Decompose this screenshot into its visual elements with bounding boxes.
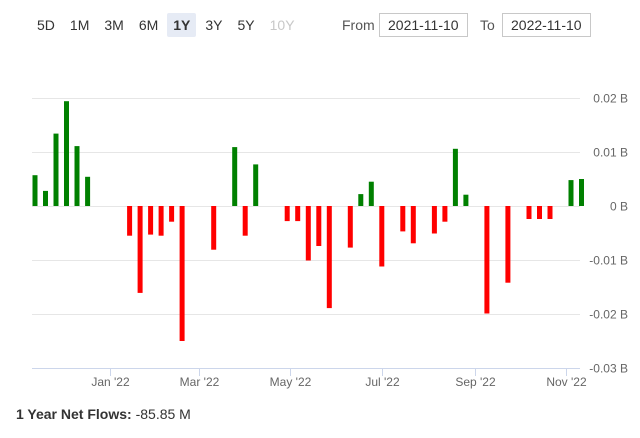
- range-button-5y[interactable]: 5Y: [237, 17, 255, 33]
- y-tick-label: -0.01 B: [589, 254, 628, 268]
- outflow-bar[interactable]: [295, 206, 301, 222]
- x-tick-label: Sep '22: [455, 375, 496, 389]
- net-flows-summary: 1 Year Net Flows: -85.85 M: [16, 406, 191, 422]
- outflow-bar[interactable]: [484, 206, 490, 314]
- x-tick-label: May '22: [270, 375, 312, 389]
- outflow-bar[interactable]: [379, 206, 385, 267]
- outflow-bar[interactable]: [127, 206, 133, 236]
- outflow-bar[interactable]: [547, 206, 553, 219]
- y-tick-label: 0 B: [610, 200, 628, 214]
- x-tick-label: Nov '22: [546, 375, 587, 389]
- outflow-bar[interactable]: [169, 206, 175, 222]
- outflow-bar[interactable]: [179, 206, 185, 341]
- range-button-10y: 10Y: [269, 17, 295, 33]
- outflow-bar[interactable]: [537, 206, 542, 219]
- outflow-bar[interactable]: [316, 206, 322, 246]
- bar-series: [32, 101, 584, 341]
- inflow-bar[interactable]: [74, 146, 80, 206]
- inflow-bar[interactable]: [85, 176, 91, 206]
- outflow-bar[interactable]: [242, 206, 248, 236]
- inflow-bar[interactable]: [452, 148, 458, 206]
- inflow-bar[interactable]: [53, 133, 59, 206]
- inflow-bar[interactable]: [358, 194, 364, 206]
- y-tick-label: -0.03 B: [589, 362, 628, 376]
- from-label: From: [342, 17, 375, 33]
- y-tick-label: -0.02 B: [589, 308, 628, 322]
- y-tick-label: 0.01 B: [593, 146, 628, 160]
- range-button-1m[interactable]: 1M: [69, 17, 90, 33]
- net-flows-value: -85.85 M: [135, 406, 191, 422]
- inflow-bar[interactable]: [64, 101, 69, 206]
- x-axis: Jan '22 Mar '22 May '22 Jul '22 Sep '22 Nov '…: [32, 368, 587, 389]
- from-date-input[interactable]: 2021-11-10: [379, 13, 468, 37]
- range-button-3m[interactable]: 3M: [104, 17, 124, 33]
- x-tick-label: Jul '22: [365, 375, 400, 389]
- range-button-5d[interactable]: 5D: [37, 17, 55, 33]
- inflow-bar[interactable]: [568, 180, 574, 206]
- outflow-bar[interactable]: [505, 206, 511, 283]
- y-tick-label: 0.02 B: [593, 92, 628, 106]
- range-selector: 5D 1M 3M 6M 1Y 3Y 5Y 10Y: [31, 13, 301, 37]
- outflow-bar[interactable]: [137, 206, 143, 293]
- inflow-bar[interactable]: [579, 179, 584, 206]
- outflow-bar[interactable]: [148, 206, 154, 235]
- net-flows-label: 1 Year Net Flows:: [16, 406, 132, 422]
- range-button-3y[interactable]: 3Y: [205, 17, 223, 33]
- inflow-bar[interactable]: [32, 175, 38, 206]
- outflow-bar[interactable]: [442, 206, 448, 222]
- net-flows-chart: 0.02 B 0.01 B 0 B -0.01 B -0.02 B -0.03 B Jan…: [32, 92, 628, 389]
- outflow-bar[interactable]: [305, 206, 311, 261]
- outflow-bar[interactable]: [400, 206, 406, 232]
- outflow-bar[interactable]: [526, 206, 532, 219]
- y-axis-labels: 0.02 B 0.01 B 0 B -0.01 B -0.02 B -0.03 B: [589, 92, 628, 376]
- range-button-1y[interactable]: 1Y: [167, 13, 197, 37]
- x-tick-label: Mar '22: [180, 375, 220, 389]
- inflow-bar[interactable]: [43, 190, 48, 206]
- to-label: To: [480, 17, 495, 33]
- outflow-bar[interactable]: [410, 206, 416, 244]
- outflow-bar[interactable]: [211, 206, 217, 250]
- outflow-bar[interactable]: [431, 206, 437, 234]
- inflow-bar[interactable]: [368, 181, 374, 206]
- inflow-bar[interactable]: [232, 147, 238, 206]
- range-button-6m[interactable]: 6M: [138, 17, 159, 33]
- to-date-input[interactable]: 2022-11-10: [502, 13, 591, 37]
- inflow-bar[interactable]: [253, 164, 259, 206]
- outflow-bar[interactable]: [347, 206, 353, 248]
- x-tick-label: Jan '22: [91, 375, 130, 389]
- outflow-bar[interactable]: [284, 206, 290, 222]
- inflow-bar[interactable]: [463, 194, 469, 206]
- outflow-bar[interactable]: [158, 206, 164, 236]
- outflow-bar[interactable]: [326, 206, 332, 309]
